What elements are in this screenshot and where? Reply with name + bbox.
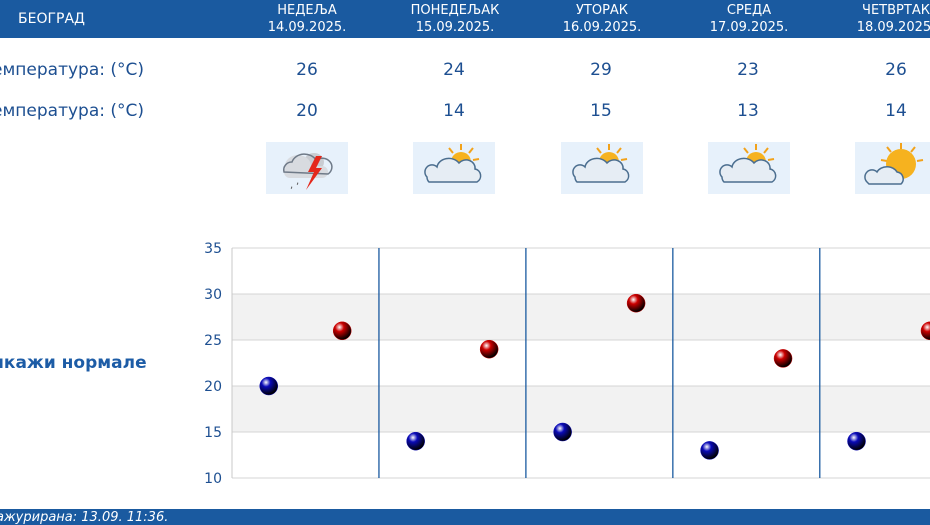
max-temp-label: емпература: (°C): [0, 60, 145, 80]
max-temp-value: 23: [737, 60, 759, 80]
y-tick-label: 25: [204, 333, 222, 349]
y-tick-label: 10: [204, 471, 222, 487]
weather-icon-label: :: [0, 160, 2, 180]
min-temp-point: [259, 376, 278, 396]
day-date: 14.09.2025.: [267, 20, 347, 35]
min-temp-value: 20: [296, 101, 318, 121]
y-tick-label: 30: [204, 287, 222, 303]
forecast-header-bar: БЕОГРАД НЕДЕЉА 14.09.2025. ПОНЕДЕЉАК 15.…: [0, 0, 930, 38]
max-temp-point: [479, 339, 499, 359]
min-temp-point: [700, 441, 719, 460]
y-tick-label: 35: [204, 241, 222, 257]
day-name: УТОРАК: [575, 3, 629, 18]
city-name: БЕОГРАД: [18, 11, 85, 27]
max-temp-point: [773, 349, 793, 368]
day-date: 17.09.2025.: [709, 20, 789, 35]
min-temp-point: [847, 431, 866, 451]
min-temp-value: 14: [443, 101, 465, 121]
max-temp-value: 26: [885, 60, 907, 80]
day-date: 16.09.2025.: [562, 20, 642, 35]
day-date: 15.09.2025.: [415, 20, 495, 35]
day-header-2: УТОРАК 16.09.2025.: [527, 2, 677, 36]
max-temp-point: [920, 321, 930, 341]
y-tick-label: 20: [204, 379, 222, 395]
day-name: ЧЕТВРТАК: [862, 3, 930, 18]
chart-band: [232, 386, 930, 432]
day-name: НЕДЕЉА: [277, 3, 337, 18]
mostly-sunny-icon: [855, 142, 930, 194]
partly-cloudy-icon: [413, 142, 495, 194]
max-temp-value: 26: [296, 60, 318, 80]
last-updated-text: ажурирана: 13.09. 11:36.: [0, 510, 169, 525]
show-normals-link[interactable]: икажи нормале: [0, 353, 147, 373]
day-date: 18.09.2025.: [856, 20, 930, 35]
day-header-4: ЧЕТВРТАК 18.09.2025.: [821, 2, 930, 36]
day-header-3: СРЕДА 17.09.2025.: [674, 2, 824, 36]
day-name: ПОНЕДЕЉАК: [410, 3, 500, 18]
partly-cloudy-icon: [708, 142, 790, 194]
day-name: СРЕДА: [726, 3, 772, 18]
max-temp-point: [626, 293, 646, 313]
min-temp-point: [406, 431, 425, 451]
min-temp-label: емпература: (°C): [0, 101, 145, 121]
svg-text:,: ,: [290, 180, 293, 191]
min-temp-point: [553, 422, 572, 442]
max-temp-point: [332, 321, 352, 341]
max-temp-value: 29: [590, 60, 612, 80]
thunderstorm-icon: , ,: [266, 142, 348, 194]
temperature-chart: 35 30 25 20 15 10: [204, 241, 930, 487]
footer-bar: ажурирана: 13.09. 11:36.: [0, 509, 930, 525]
y-tick-label: 15: [204, 425, 222, 441]
svg-text:,: ,: [296, 176, 299, 187]
day-header-1: ПОНЕДЕЉАК 15.09.2025.: [380, 2, 530, 36]
min-temp-value: 15: [590, 101, 612, 121]
min-temp-value: 13: [737, 101, 759, 121]
max-temp-value: 24: [443, 60, 465, 80]
min-temp-value: 14: [885, 101, 907, 121]
day-header-0: НЕДЕЉА 14.09.2025.: [232, 2, 382, 36]
partly-cloudy-icon: [561, 142, 643, 194]
